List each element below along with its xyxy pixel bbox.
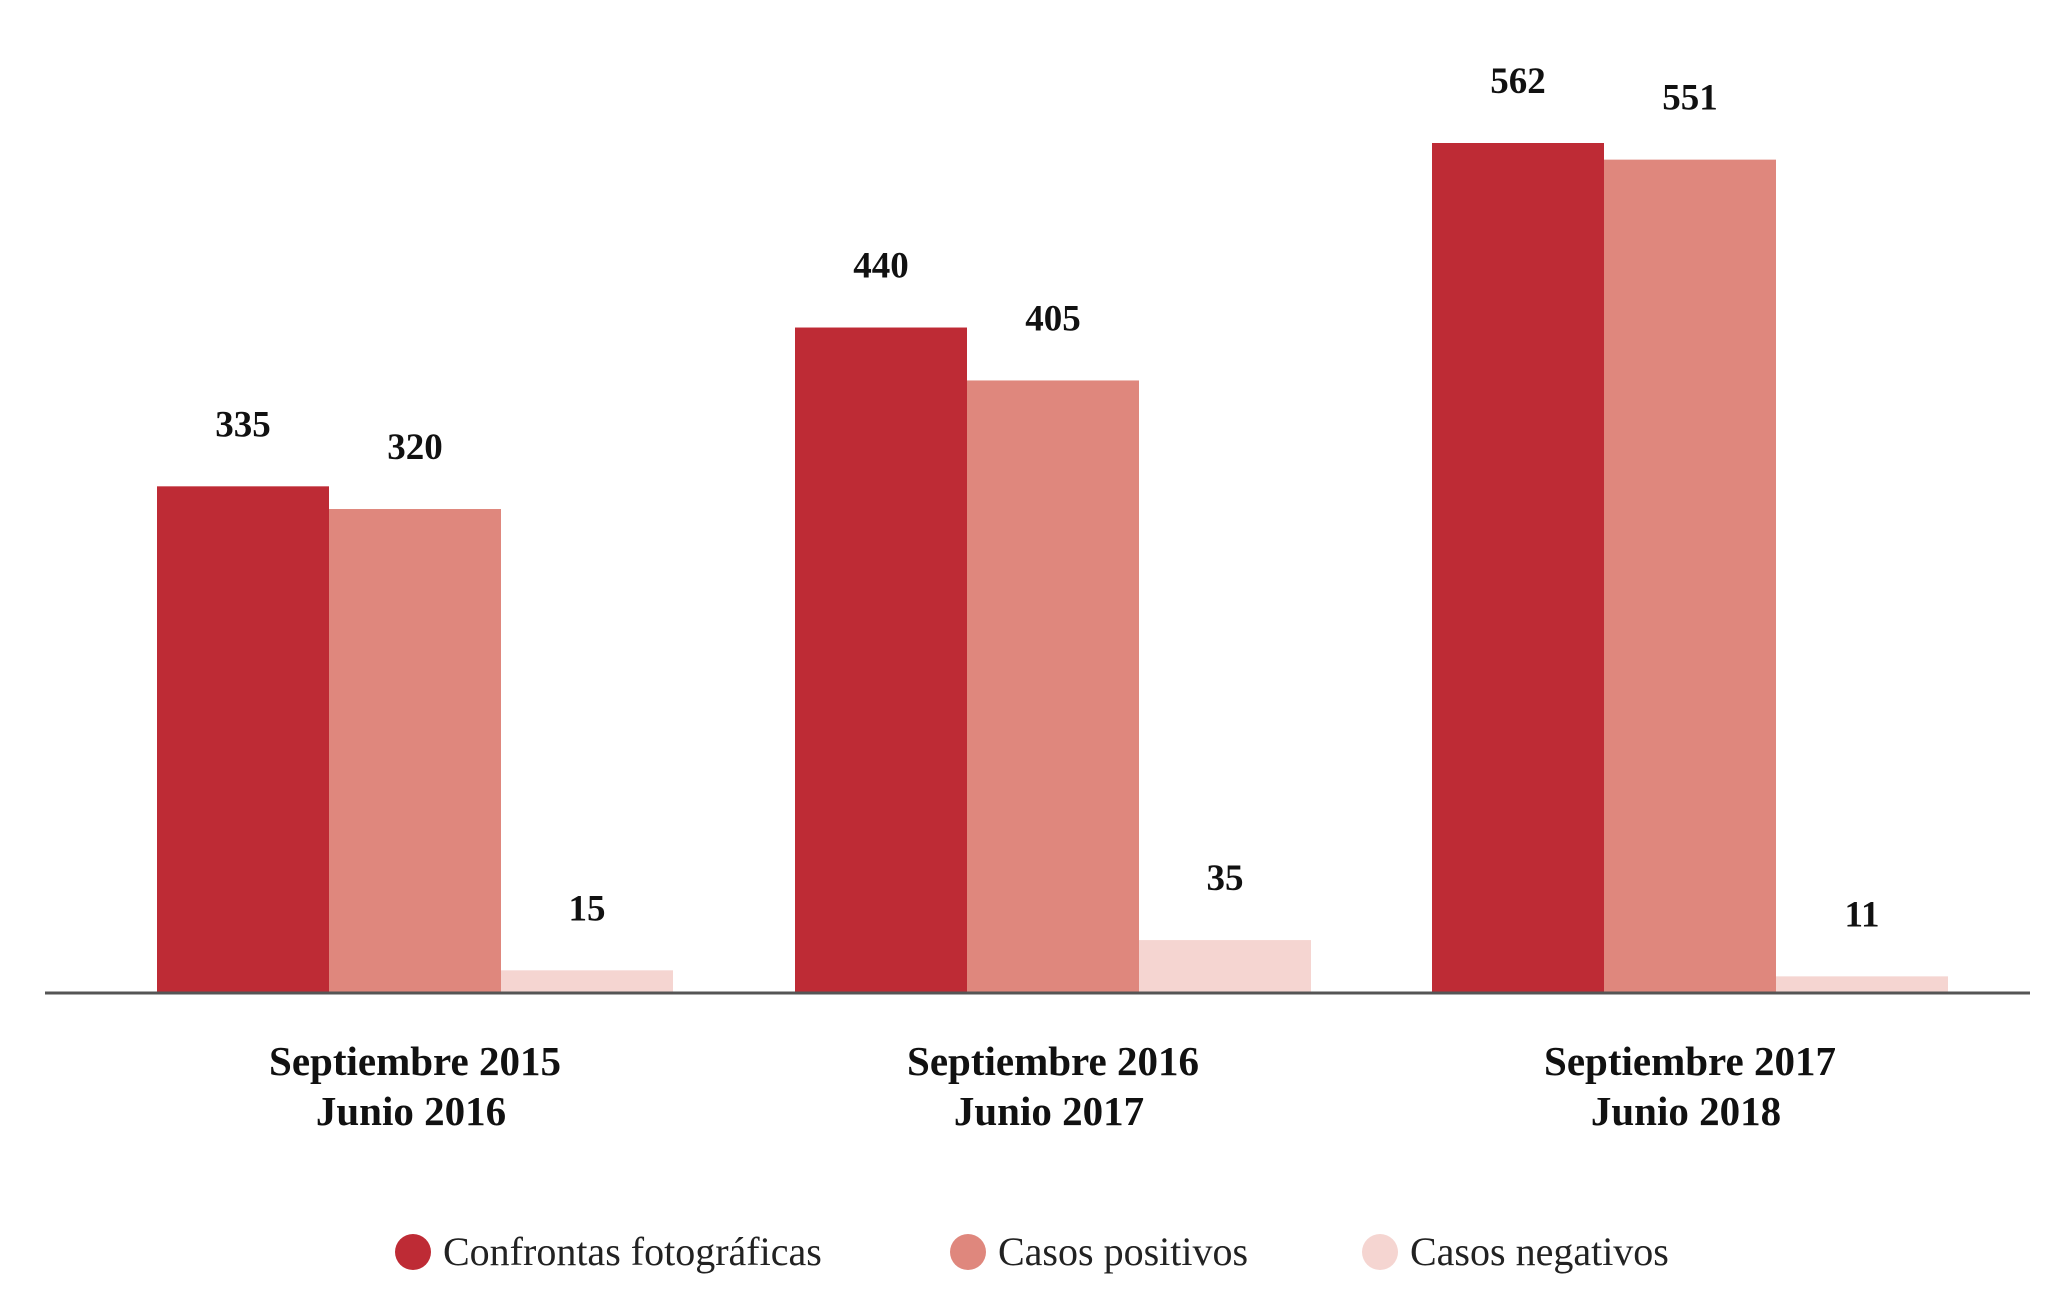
x-tick-label-3-line-2: Junio 2018 (1591, 1088, 1781, 1134)
bar-1-series-1 (157, 486, 329, 993)
legend-marker-2 (950, 1234, 986, 1270)
data-label-1-series-3: 15 (569, 888, 606, 929)
legend-label-1: Confrontas fotográficas (443, 1229, 822, 1274)
data-label-3-series-2: 551 (1662, 78, 1718, 119)
x-tick-label-3-line-1: Septiembre 2017 (1544, 1038, 1836, 1084)
legend-marker-3 (1362, 1234, 1398, 1270)
data-label-2-series-2: 405 (1025, 298, 1081, 339)
bar-2-series-3 (1139, 940, 1311, 993)
data-label-1-series-2: 320 (387, 427, 443, 468)
data-label-2-series-1: 440 (853, 246, 909, 287)
x-tick-label-2-line-2: Junio 2017 (954, 1088, 1144, 1134)
legend-label-2: Casos positivos (998, 1229, 1248, 1274)
legend-marker-1 (395, 1234, 431, 1270)
x-tick-label-2-line-1: Septiembre 2016 (907, 1038, 1199, 1084)
bars-group (157, 143, 1948, 994)
data-label-3-series-3: 11 (1845, 894, 1880, 935)
bar-2-series-1 (795, 327, 967, 994)
data-label-1-series-1: 335 (215, 404, 271, 445)
bar-3-series-3 (1776, 976, 1948, 993)
data-label-3-series-1: 562 (1490, 61, 1546, 102)
x-tick-label-1-line-1: Septiembre 2015 (269, 1038, 561, 1084)
bar-1-series-3 (501, 970, 673, 993)
data-label-2-series-3: 35 (1207, 858, 1244, 899)
value-labels-group: 335 320 15 440 405 35 562 551 11 (215, 61, 1879, 935)
bar-1-series-2 (329, 509, 501, 993)
bar-3-series-2 (1604, 159, 1776, 993)
legend: Confrontas fotográficas Casos positivos Ca… (395, 1229, 1669, 1274)
x-tick-label-1-line-2: Junio 2016 (316, 1088, 506, 1134)
bar-2-series-2 (967, 380, 1139, 993)
legend-label-3: Casos negativos (1410, 1229, 1669, 1274)
bar-3-series-1 (1432, 143, 1604, 993)
